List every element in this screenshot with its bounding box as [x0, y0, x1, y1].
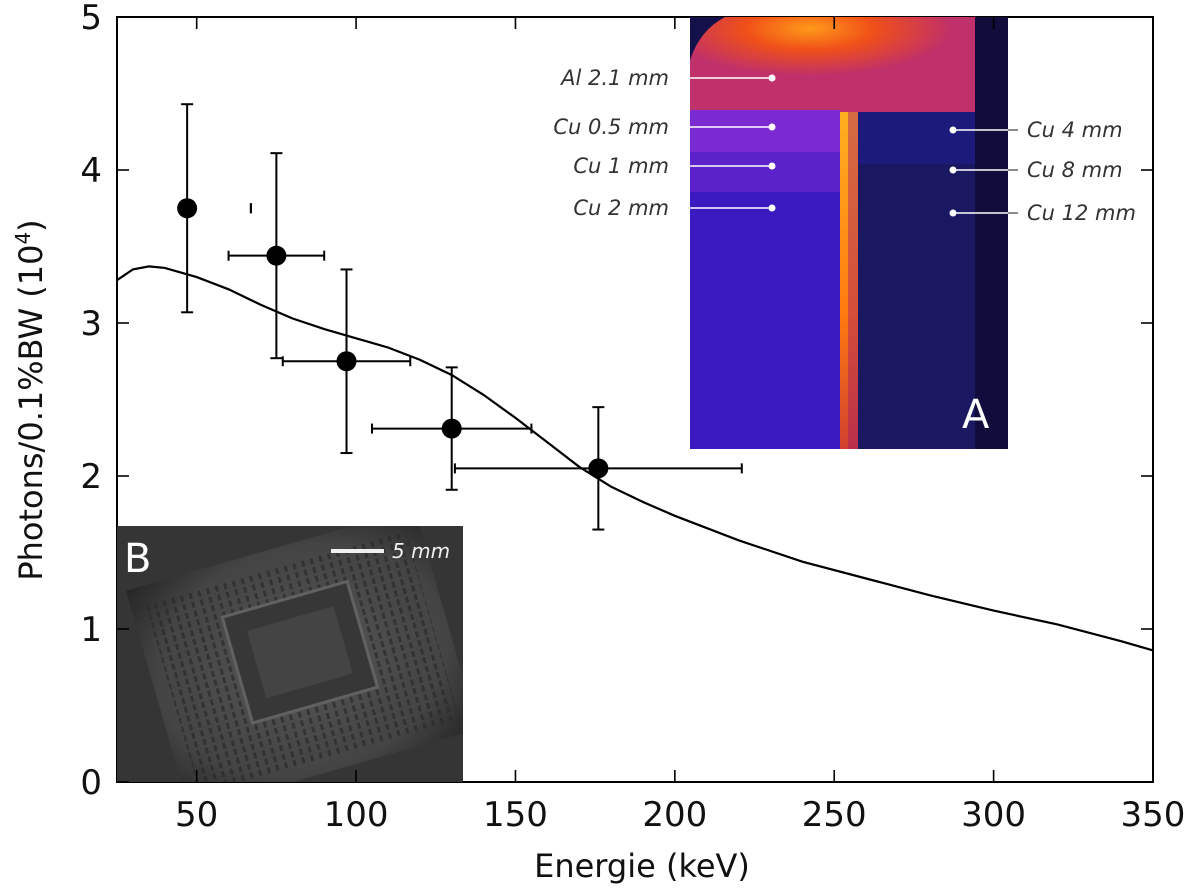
y-tick-label: 0 — [80, 763, 102, 803]
y-axis-title-main: Photons/0.1%BW (10 — [12, 245, 50, 581]
data-point — [266, 245, 287, 266]
leader-dot — [768, 204, 776, 212]
inset-a-label-left: Cu 1 mm — [573, 154, 669, 178]
data-point — [588, 458, 609, 479]
inset-a-label-left: Cu 2 mm — [573, 196, 669, 220]
inset-a-label-right: Cu 12 mm — [1027, 201, 1136, 225]
inset-b-label: B — [124, 536, 151, 582]
y-axis-title: Photons/0.1%BW (104) — [11, 219, 50, 580]
inset-a-label-left: Cu 0.5 mm — [553, 115, 669, 139]
data-point — [441, 418, 462, 439]
x-tick-label: 200 — [642, 795, 707, 835]
x-tick-label: 100 — [324, 795, 389, 835]
y-tick-label: 4 — [80, 151, 102, 191]
y-tick-label: 2 — [80, 457, 102, 497]
inset-b-image — [117, 526, 463, 782]
y-tick-label: 1 — [80, 610, 102, 650]
leader-dot — [768, 162, 776, 170]
data-points — [177, 103, 743, 531]
x-tick-label: 300 — [961, 795, 1026, 835]
inset-a-label: A — [962, 392, 990, 438]
scale-bar-label: 5 mm — [392, 539, 450, 563]
inset-a-label-right: Cu 8 mm — [1027, 158, 1123, 182]
x-axis-title: Energie (keV) — [534, 847, 750, 885]
y-tick-label: 5 — [80, 0, 102, 38]
data-point — [336, 351, 357, 372]
x-tick-label: 350 — [1121, 795, 1186, 835]
inset-a-label-right: Cu 4 mm — [1027, 118, 1123, 142]
leader-dot — [768, 74, 776, 82]
y-axis-title-exponent: 4 — [11, 232, 35, 245]
axis-ticks: 50 100 150 200 250 300 350 0 1 2 3 4 5 — [80, 0, 1185, 835]
model-curve — [116, 265, 1154, 652]
x-tick-label: 50 — [175, 795, 218, 835]
inset-a-label-left: Al 2.1 mm — [559, 66, 669, 90]
plot-frame — [116, 16, 1154, 783]
x-tick-label: 150 — [483, 795, 548, 835]
data-point — [177, 198, 198, 219]
leader-dot — [768, 123, 776, 131]
y-tick-label: 3 — [80, 304, 102, 344]
x-tick-label: 250 — [802, 795, 867, 835]
inset-a-annotations: Al 2.1 mm Cu 0.5 mm Cu 1 mm Cu 2 mm Cu 4 mm C… — [553, 66, 1136, 225]
inset-a-image — [690, 17, 1008, 449]
y-axis-title-suffix: ) — [12, 219, 50, 231]
